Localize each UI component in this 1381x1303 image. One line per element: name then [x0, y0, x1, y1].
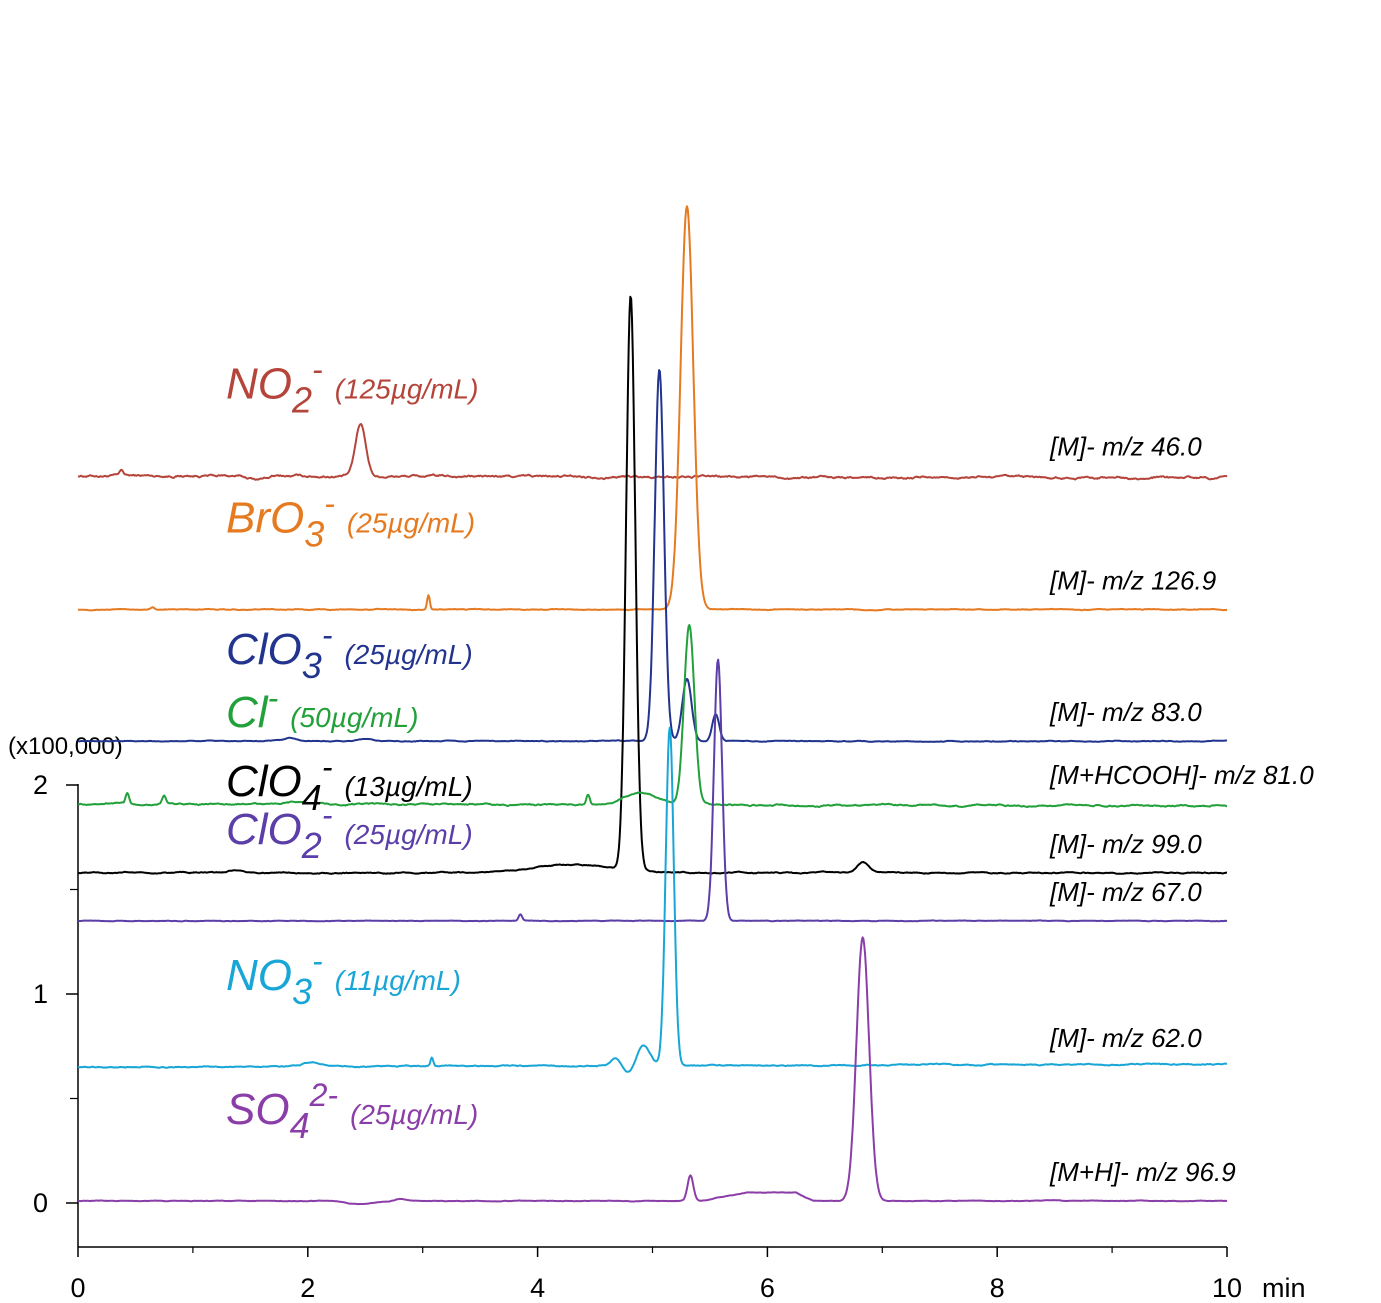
mz-annotation: [M]- m/z 62.0 [1049, 1023, 1202, 1053]
mz-annotation: [M]- m/z 99.0 [1049, 829, 1202, 859]
y-axis-multiplier: (x100,000) [8, 733, 123, 760]
trace-line [77, 295, 1228, 875]
mz-annotation: [M]- m/z 126.9 [1049, 565, 1216, 595]
ion-concentration: (13µg/mL) [344, 771, 472, 802]
ion-concentration: (25µg/mL) [347, 507, 475, 538]
ion-concentration: (125µg/mL) [335, 374, 479, 405]
ion-charge: - [322, 617, 333, 653]
ion-formula: NO [226, 360, 292, 409]
ion-formula: Cl [226, 688, 269, 737]
trace-line [77, 369, 1228, 743]
trace-line [77, 726, 1228, 1073]
ion-label: ClO2-(25µg/mL) [226, 797, 473, 866]
ion-concentration: (11µg/mL) [335, 965, 461, 996]
y-tick-label: 2 [33, 770, 48, 800]
ion-subscript: 3 [292, 971, 312, 1012]
ion-charge: - [322, 749, 333, 785]
ion-concentration: (50µg/mL) [290, 702, 418, 733]
ion-label: Cl-(50µg/mL) [226, 680, 418, 737]
ion-formula: ClO [226, 625, 302, 674]
ion-label: BrO3-(25µg/mL) [226, 485, 475, 554]
trace-line [77, 624, 1228, 809]
ion-subscript: 2 [291, 380, 312, 421]
ion-concentration: (25µg/mL) [350, 1099, 478, 1130]
ion-charge: 2- [309, 1077, 338, 1113]
y-tick-label: 0 [33, 1188, 48, 1218]
ion-charge: - [268, 680, 279, 716]
ion-formula: ClO [226, 757, 302, 806]
x-tick-label: 6 [760, 1273, 775, 1303]
trace-line [77, 423, 1228, 481]
trace-line [77, 936, 1228, 1206]
ion-subscript: 2 [301, 825, 322, 866]
ticks: 0 2 4 6 8 10 0 1 2 [33, 770, 1242, 1303]
ion-charge: - [322, 797, 333, 833]
ion-label: ClO3-(25µg/mL) [226, 617, 473, 686]
mz-annotation: [M]- m/z 46.0 [1049, 432, 1202, 462]
ion-subscript: 3 [302, 645, 322, 686]
ion-subscript: 3 [304, 513, 324, 554]
ion-label: SO42- (25µg/mL) [226, 1077, 478, 1146]
x-axis-unit: min [1262, 1273, 1306, 1303]
trace-line [77, 658, 1228, 923]
y-tick-label: 1 [33, 979, 48, 1009]
traces [77, 205, 1228, 1206]
mz-annotation: [M+H]- m/z 96.9 [1049, 1157, 1236, 1187]
ion-subscript: 4 [290, 1105, 310, 1146]
mz-annotation: [M+HCOOH]- m/z 81.0 [1049, 760, 1314, 790]
ion-formula: BrO [226, 493, 304, 542]
trace-labels: NO2-(125µg/mL)[M]- m/z 46.0BrO3-(25µg/mL… [226, 352, 1314, 1187]
ion-concentration: (25µg/mL) [344, 639, 472, 670]
ion-formula: NO [226, 951, 292, 1000]
mz-annotation: [M]- m/z 67.0 [1049, 877, 1202, 907]
ion-charge: - [312, 352, 323, 388]
ion-label: ClO4-(13µg/mL) [226, 749, 473, 818]
x-tick-label: 8 [990, 1273, 1005, 1303]
ion-subscript: 4 [302, 777, 322, 818]
ion-charge: - [312, 943, 323, 979]
ion-charge: - [324, 485, 335, 521]
ion-formula: SO [226, 1085, 290, 1134]
ion-label: NO3-(11µg/mL) [226, 943, 461, 1012]
x-tick-label: 10 [1212, 1273, 1242, 1303]
mz-annotation: [M]- m/z 83.0 [1049, 697, 1202, 727]
x-tick-label: 4 [530, 1273, 545, 1303]
ion-formula: ClO [226, 805, 302, 854]
ion-concentration: (25µg/mL) [344, 819, 472, 850]
x-tick-label: 0 [70, 1273, 85, 1303]
ion-label: NO2-(125µg/mL) [226, 352, 478, 421]
x-tick-label: 2 [300, 1273, 315, 1303]
